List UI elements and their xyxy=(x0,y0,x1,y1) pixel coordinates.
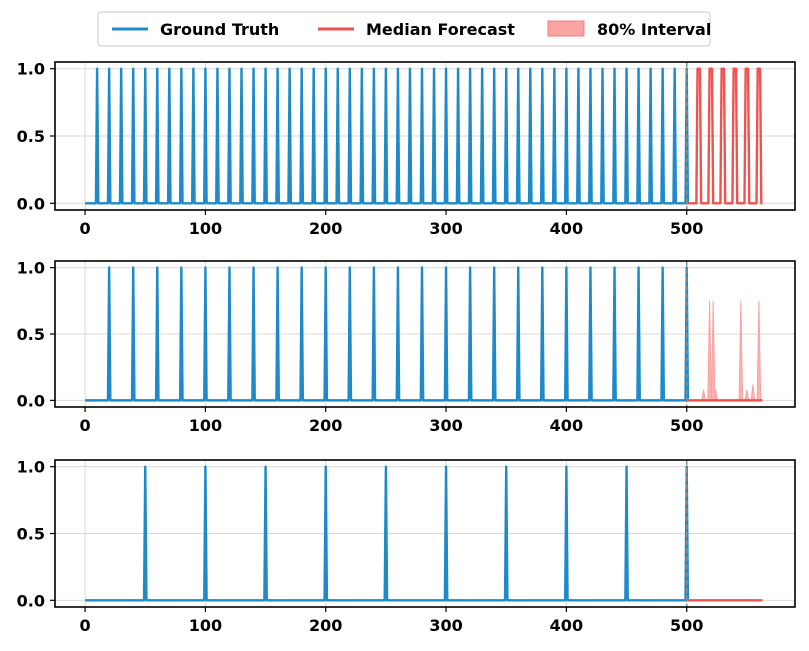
y-tick-label: 0.0 xyxy=(17,591,45,610)
interval-band xyxy=(744,389,750,401)
x-tick-label: 500 xyxy=(670,616,703,635)
x-tick-label: 500 xyxy=(670,219,703,238)
x-tick-label: 0 xyxy=(80,219,91,238)
interval-band xyxy=(738,300,744,401)
y-tick-label: 0.5 xyxy=(17,525,45,544)
interval-band xyxy=(710,300,716,401)
subplot-3: 0 100 200 300 400 500 0.0 0.5 1.0 xyxy=(17,458,796,635)
y-tick-label: 0.0 xyxy=(17,194,45,213)
y-tick-label: 1.0 xyxy=(17,259,45,278)
interval-band xyxy=(701,389,706,401)
subplot-2: 0 100 200 300 400 500 0.0 0.5 1.0 xyxy=(17,259,796,435)
x-tick-label: 500 xyxy=(670,416,703,435)
x-tick-label: 0 xyxy=(80,416,91,435)
x-tick-label: 300 xyxy=(429,616,462,635)
subplots: 0 100 200 300 400 500 0.0 0.5 1.0 0 100 200 300 400 50… xyxy=(17,60,796,635)
x-tick-label: 400 xyxy=(550,219,583,238)
legend-label-median-forecast: Median Forecast xyxy=(366,20,515,39)
y-tick-label: 1.0 xyxy=(17,458,45,477)
subplot-1: 0 100 200 300 400 500 0.0 0.5 1.0 xyxy=(17,60,796,238)
x-tick-label: 200 xyxy=(309,616,342,635)
x-tick-label: 300 xyxy=(429,416,462,435)
ground-truth-line xyxy=(85,67,690,205)
legend: Ground Truth Median Forecast 80% Interva… xyxy=(97,11,711,47)
x-tick-label: 400 xyxy=(550,616,583,635)
ground-truth-line xyxy=(85,266,690,402)
median-forecast-line xyxy=(686,67,763,205)
x-tick-label: 0 xyxy=(80,616,91,635)
interval-band xyxy=(750,384,756,401)
x-tick-label: 200 xyxy=(309,219,342,238)
x-tick-label: 100 xyxy=(189,219,222,238)
y-tick-label: 0.0 xyxy=(17,391,45,410)
y-tick-label: 0.5 xyxy=(17,127,45,146)
x-tick-label: 200 xyxy=(309,416,342,435)
x-tick-label: 100 xyxy=(189,416,222,435)
x-tick-label: 400 xyxy=(550,416,583,435)
interval-band xyxy=(707,300,712,401)
legend-label-ground-truth: Ground Truth xyxy=(160,20,279,39)
ground-truth-line xyxy=(85,465,690,602)
x-tick-label: 100 xyxy=(189,616,222,635)
y-tick-label: 0.5 xyxy=(17,325,45,344)
y-tick-label: 1.0 xyxy=(17,60,45,79)
legend-label-80-interval: 80% Interval xyxy=(597,20,711,39)
x-tick-label: 300 xyxy=(429,219,462,238)
legend-swatch-80-interval xyxy=(547,20,585,37)
interval-band xyxy=(756,300,762,401)
